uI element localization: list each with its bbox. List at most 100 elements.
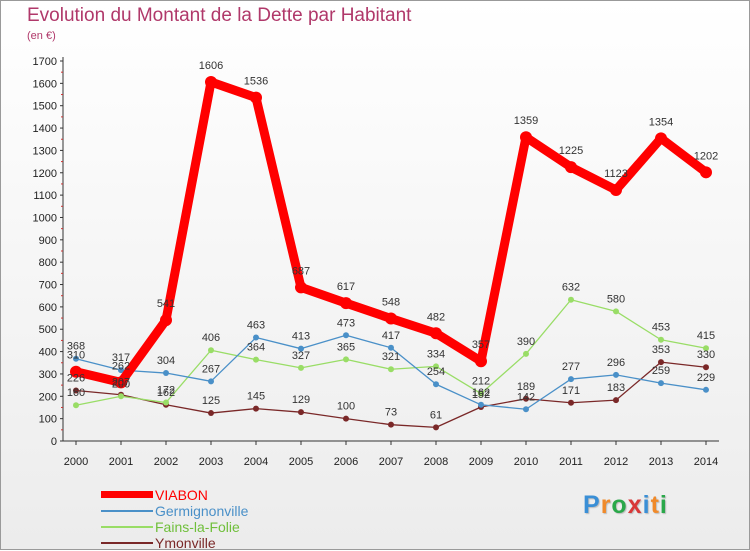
data-label-ymonville: 226 <box>67 372 85 384</box>
data-point-germignonville <box>478 401 484 408</box>
legend-label: Ymonville <box>155 535 216 551</box>
data-label-fains-la-folie: 334 <box>427 348 445 360</box>
x-tick-label: 2006 <box>334 456 358 468</box>
y-tick-label: 1200 <box>33 168 57 180</box>
data-label-ymonville: 100 <box>337 401 355 413</box>
y-tick-label: 300 <box>39 369 57 381</box>
data-label-viabon: 1359 <box>514 115 538 127</box>
data-label-viabon: 1123 <box>604 168 628 180</box>
logo-letter: i <box>659 491 668 519</box>
y-tick-label: 1300 <box>33 145 57 157</box>
data-point-ymonville <box>568 399 574 406</box>
data-point-ymonville <box>658 359 664 366</box>
x-tick-label: 2003 <box>199 456 223 468</box>
data-point-germignonville <box>208 378 214 385</box>
data-point-ymonville <box>73 387 79 394</box>
data-label-viabon: 262 <box>112 360 130 372</box>
data-point-fains-la-folie <box>478 390 484 397</box>
data-label-ymonville: 171 <box>562 385 580 397</box>
y-tick-label: 900 <box>39 235 57 247</box>
data-label-germignonville: 259 <box>652 365 670 377</box>
data-point-viabon <box>700 166 712 179</box>
y-tick-label: 600 <box>39 302 57 314</box>
data-point-fains-la-folie <box>523 350 529 357</box>
data-point-viabon <box>475 355 487 368</box>
data-point-germignonville <box>523 406 529 413</box>
data-label-ymonville: 353 <box>652 344 670 356</box>
data-point-germignonville <box>388 344 394 351</box>
data-point-viabon <box>295 281 307 294</box>
data-point-germignonville <box>253 334 259 341</box>
data-label-germignonville: 413 <box>292 331 310 343</box>
y-tick-label: 800 <box>39 257 57 269</box>
data-point-fains-la-folie <box>388 366 394 373</box>
legend-swatch <box>101 526 153 528</box>
data-label-ymonville: 152 <box>472 389 490 401</box>
data-label-fains-la-folie: 415 <box>697 330 715 342</box>
data-label-fains-la-folie: 321 <box>382 351 400 363</box>
data-point-ymonville <box>208 410 214 417</box>
data-point-germignonville <box>433 381 439 388</box>
data-label-germignonville: 229 <box>697 372 715 384</box>
series-layer <box>70 76 712 431</box>
logo-letter: r <box>600 491 612 519</box>
y-tick-label: 1400 <box>33 123 57 135</box>
y-tick-label: 0 <box>51 436 57 448</box>
data-point-viabon <box>610 183 622 196</box>
data-point-fains-la-folie <box>208 347 214 354</box>
y-tick-label: 1700 <box>33 56 57 68</box>
data-point-ymonville <box>343 415 349 422</box>
data-label-germignonville: 368 <box>67 341 85 353</box>
proxiti-logo: Proxiti <box>583 491 668 520</box>
y-tick-label: 1100 <box>33 190 57 202</box>
data-label-fains-la-folie: 212 <box>472 376 490 388</box>
data-label-germignonville: 277 <box>562 361 580 373</box>
x-tick-label: 2012 <box>604 456 628 468</box>
legend-label: Germignonville <box>155 503 249 519</box>
x-tick-label: 2001 <box>109 456 133 468</box>
chart-subtitle: (en €) <box>27 30 56 42</box>
legend-label: VIABON <box>155 487 208 503</box>
data-label-fains-la-folie: 200 <box>112 378 130 390</box>
data-label-viabon: 357 <box>472 339 490 351</box>
data-label-viabon: 687 <box>292 265 310 277</box>
y-tick-label: 1000 <box>33 212 57 224</box>
data-point-viabon <box>385 312 397 325</box>
data-label-ymonville: 330 <box>697 349 715 361</box>
x-tick-label: 2004 <box>244 456 268 468</box>
data-label-germignonville: 463 <box>247 320 265 332</box>
data-point-germignonville <box>343 332 349 339</box>
axes: 0 100 200 300 400 500 600 700 800 900 1000 1100 1200… <box>33 56 719 468</box>
data-label-viabon: 548 <box>382 297 400 309</box>
labels-layer: 310 262 541 1606 1536 687 617 548 482 357 1359 1225… <box>67 60 718 421</box>
data-label-viabon: 1202 <box>694 150 718 162</box>
data-label-ymonville: 125 <box>202 395 220 407</box>
data-label-viabon: 617 <box>337 281 355 293</box>
y-tick-label: 1500 <box>33 101 57 113</box>
data-label-fains-la-folie: 365 <box>337 341 355 353</box>
legend-label: Fains-la-Folie <box>155 519 240 535</box>
x-tick-label: 2009 <box>469 456 493 468</box>
data-point-viabon <box>340 297 352 310</box>
data-label-ymonville: 207 <box>112 377 130 389</box>
y-tick-label: 200 <box>39 391 57 403</box>
data-point-germignonville <box>568 376 574 383</box>
data-point-germignonville <box>703 386 709 393</box>
data-point-germignonville <box>73 355 79 362</box>
data-point-ymonville <box>253 405 259 412</box>
x-tick-label: 2005 <box>289 456 313 468</box>
data-point-fains-la-folie <box>568 296 574 303</box>
logo-letter: o <box>611 491 628 519</box>
data-label-viabon: 541 <box>157 298 175 310</box>
y-tick-label: 100 <box>39 414 57 426</box>
logo-letter: P <box>583 491 601 519</box>
data-point-fains-la-folie <box>163 399 169 406</box>
data-label-fains-la-folie: 160 <box>67 387 85 399</box>
data-point-fains-la-folie <box>73 402 79 409</box>
data-label-fains-la-folie: 632 <box>562 282 580 294</box>
data-point-viabon <box>160 314 172 327</box>
x-tick-label: 2013 <box>649 456 673 468</box>
data-point-fains-la-folie <box>253 356 259 363</box>
data-point-viabon <box>520 131 532 144</box>
